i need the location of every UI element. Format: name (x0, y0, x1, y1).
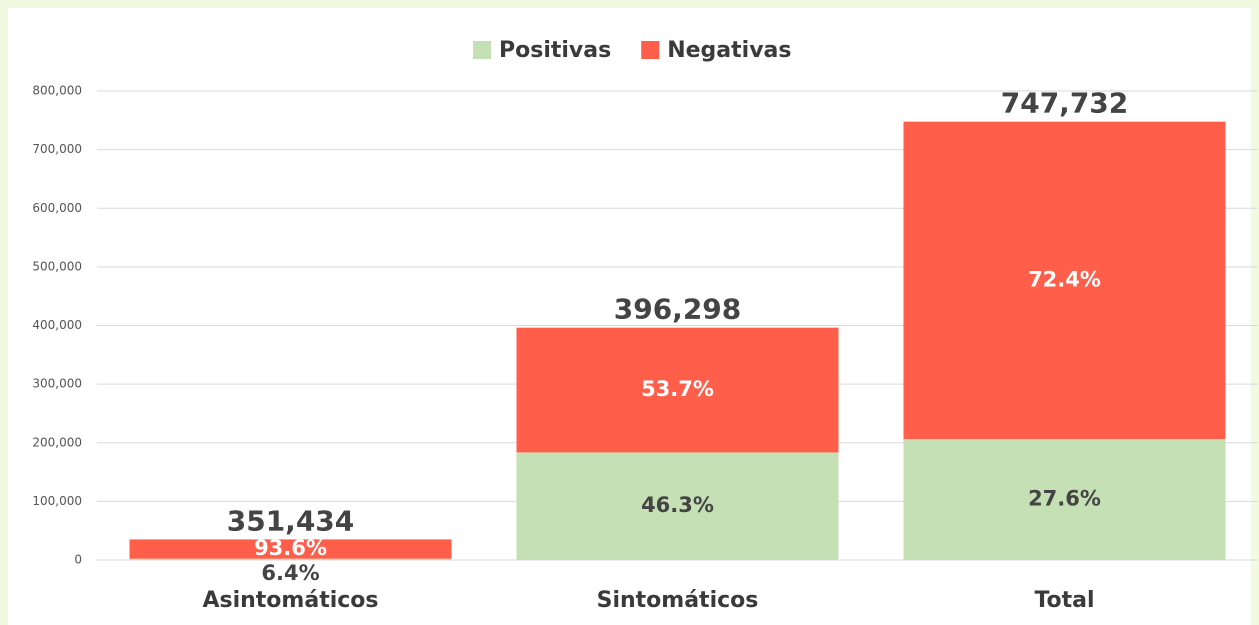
percent-label: 6.4% (261, 561, 319, 585)
percent-label: 72.4% (1028, 267, 1101, 291)
y-tick-label: 0 (74, 553, 82, 567)
x-tick-label: Total (1034, 588, 1094, 613)
x-tick-label: Asintomáticos (202, 588, 378, 613)
bar-segment (129, 539, 452, 559)
y-tick-label: 100,000 (32, 494, 82, 508)
percent-label: 27.6% (1028, 487, 1101, 511)
bar-segment (516, 327, 839, 453)
percent-label: 93.6% (254, 536, 327, 560)
y-tick-label: 600,000 (32, 201, 82, 215)
legend-swatch (473, 41, 491, 59)
bar-segment (516, 452, 839, 560)
y-tick-label: 200,000 (32, 435, 82, 449)
total-label: 747,732 (1001, 87, 1129, 120)
legend-swatch (641, 41, 660, 59)
x-tick-label: Sintomáticos (597, 588, 759, 613)
y-tick-label: 400,000 (32, 318, 82, 332)
y-tick-label: 700,000 (32, 142, 82, 156)
percent-label: 46.3% (641, 493, 714, 517)
y-tick-label: 800,000 (32, 84, 82, 98)
percent-label: 53.7% (641, 377, 714, 401)
bar-segment (903, 439, 1226, 560)
legend-label: Negativas (667, 38, 791, 63)
bar-segment (903, 121, 1226, 440)
legend-label: Positivas (499, 38, 611, 63)
y-tick-label: 500,000 (32, 259, 82, 273)
total-label: 351,434 (227, 504, 355, 537)
bar-segment (129, 558, 452, 560)
y-tick-label: 300,000 (32, 377, 82, 391)
total-label: 396,298 (614, 293, 742, 326)
